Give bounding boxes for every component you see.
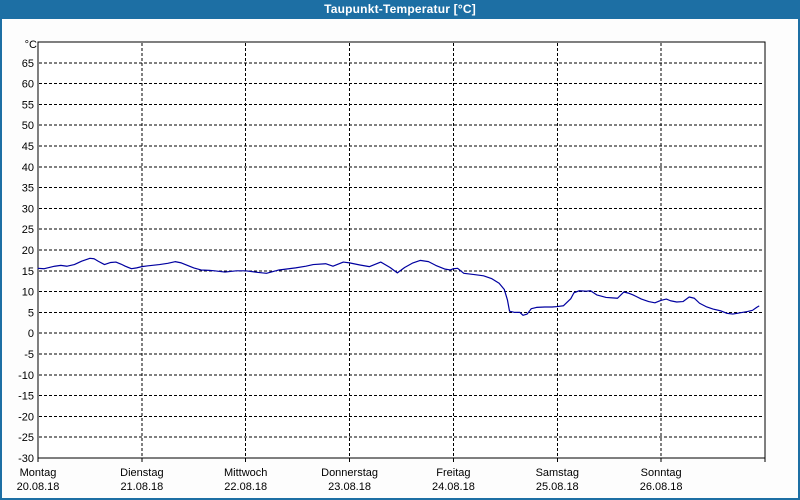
y-tick-label: 35: [22, 183, 34, 195]
y-tick-label: 60: [22, 79, 34, 91]
window-title: Taupunkt-Temperatur [°C]: [324, 2, 476, 16]
y-tick-label: 0: [28, 328, 34, 340]
y-tick-label: -15: [18, 391, 34, 403]
day-date-label: 25.08.18: [536, 481, 579, 493]
day-name-label: Mittwoch: [224, 467, 267, 479]
y-tick-label: 30: [22, 203, 34, 215]
y-tick-label: -20: [18, 411, 34, 423]
day-date-label: 23.08.18: [328, 481, 371, 493]
day-name-label: Freitag: [436, 467, 470, 479]
day-name-label: Donnerstag: [321, 467, 378, 479]
y-axis-unit-label: °C: [25, 39, 37, 51]
day-name-label: Sonntag: [641, 467, 682, 479]
temperature-line: [37, 257, 760, 316]
day-name-label: Montag: [20, 467, 57, 479]
day-name-label: Samstag: [536, 467, 579, 479]
y-tick-label: 50: [22, 120, 34, 132]
day-name-label: Dienstag: [120, 467, 163, 479]
day-date-label: 20.08.18: [17, 481, 60, 493]
y-tick-label: -5: [24, 349, 34, 361]
y-tick-label: 15: [22, 266, 34, 278]
y-tick-label: 40: [22, 162, 34, 174]
day-date-label: 24.08.18: [432, 481, 475, 493]
day-date-label: 21.08.18: [120, 481, 163, 493]
titlebar[interactable]: Taupunkt-Temperatur [°C]: [0, 0, 800, 19]
y-tick-label: -30: [18, 453, 34, 465]
y-tick-label: 5: [28, 307, 34, 319]
day-date-label: 22.08.18: [224, 481, 267, 493]
y-tick-label: 45: [22, 141, 34, 153]
day-date-label: 26.08.18: [640, 481, 683, 493]
y-tick-label: -25: [18, 432, 34, 444]
y-tick-label: -10: [18, 370, 34, 382]
y-tick-label: 20: [22, 245, 34, 257]
y-tick-label: 25: [22, 224, 34, 236]
y-tick-label: 65: [22, 58, 34, 70]
y-tick-label: 10: [22, 287, 34, 299]
y-tick-label: 55: [22, 99, 34, 111]
